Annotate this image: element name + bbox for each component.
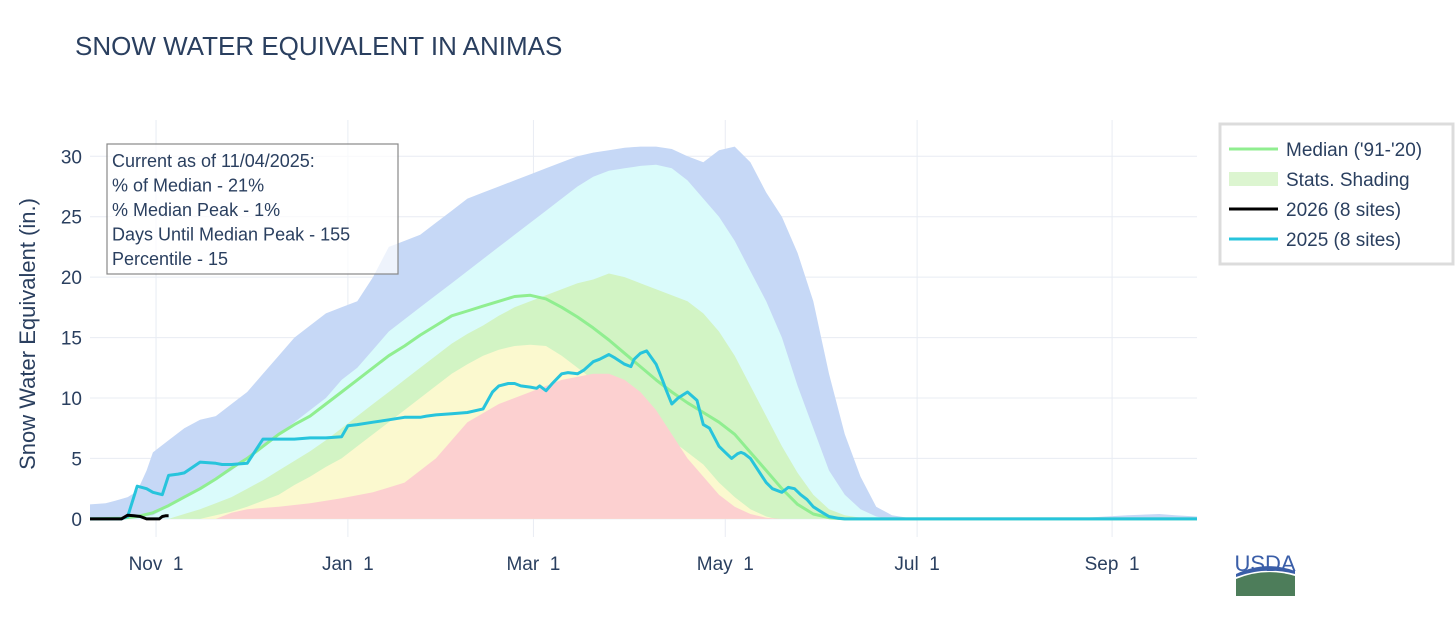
x-tick-label: Jul 1 bbox=[894, 554, 939, 575]
legend-item[interactable]: 2026 (8 sites) bbox=[1229, 200, 1401, 221]
y-tick-label: 0 bbox=[71, 510, 82, 531]
legend-label: Median ('91-'20) bbox=[1286, 140, 1422, 161]
legend-label: 2025 (8 sites) bbox=[1286, 230, 1401, 251]
series-lines bbox=[89, 293, 1197, 521]
y-tick-label: 20 bbox=[61, 268, 82, 289]
legend-item[interactable]: 2025 (8 sites) bbox=[1229, 230, 1401, 251]
y-tick-label: 5 bbox=[71, 449, 82, 470]
x-tick-label: Mar 1 bbox=[506, 554, 560, 575]
annotation-line: Current as of 11/04/2025: bbox=[112, 151, 315, 171]
stats-shading bbox=[90, 146, 1197, 519]
y-tick-label: 15 bbox=[61, 329, 82, 350]
annotation-line: Days Until Median Peak - 155 bbox=[112, 225, 350, 245]
legend[interactable]: Median ('91-'20) Stats. Shading 2026 (8 si… bbox=[1218, 122, 1455, 266]
current-stats-annotation: Current as of 11/04/2025: % of Median - 2… bbox=[106, 143, 399, 275]
median-line bbox=[89, 293, 1197, 521]
legend-swatch bbox=[1229, 172, 1278, 186]
chart-title: SNOW WATER EQUIVALENT IN ANIMAS bbox=[75, 31, 562, 61]
annotation-line: % of Median - 21% bbox=[112, 176, 264, 196]
annotation-line: % Median Peak - 1% bbox=[112, 200, 280, 220]
y-tick-label: 30 bbox=[61, 147, 82, 168]
series-2026-line bbox=[90, 513, 169, 521]
y-tick-label: 25 bbox=[61, 208, 82, 229]
x-axis-ticks: Nov 1 Jan 1 Mar 1 May 1 Jul 1 Sep 1 bbox=[129, 554, 1140, 575]
legend-item[interactable]: Median ('91-'20) bbox=[1229, 140, 1422, 161]
y-axis-label: Snow Water Equivalent (in.) bbox=[15, 198, 40, 470]
y-axis-ticks: 0 5 10 15 20 25 30 bbox=[61, 147, 82, 531]
x-tick-label: May 1 bbox=[697, 554, 754, 575]
legend-label: Stats. Shading bbox=[1286, 170, 1410, 191]
series-2025-line bbox=[90, 349, 1197, 521]
legend-item[interactable]: Stats. Shading bbox=[1229, 170, 1410, 191]
y-tick-label: 10 bbox=[61, 389, 82, 410]
band-min bbox=[90, 373, 1197, 519]
usda-logo: USDA bbox=[1234, 551, 1296, 596]
x-tick-label: Jan 1 bbox=[322, 554, 374, 575]
annotation-line: Percentile - 15 bbox=[112, 249, 228, 269]
x-tick-label: Nov 1 bbox=[129, 554, 184, 575]
legend-label: 2026 (8 sites) bbox=[1286, 200, 1401, 221]
x-tick-label: Sep 1 bbox=[1085, 554, 1140, 575]
